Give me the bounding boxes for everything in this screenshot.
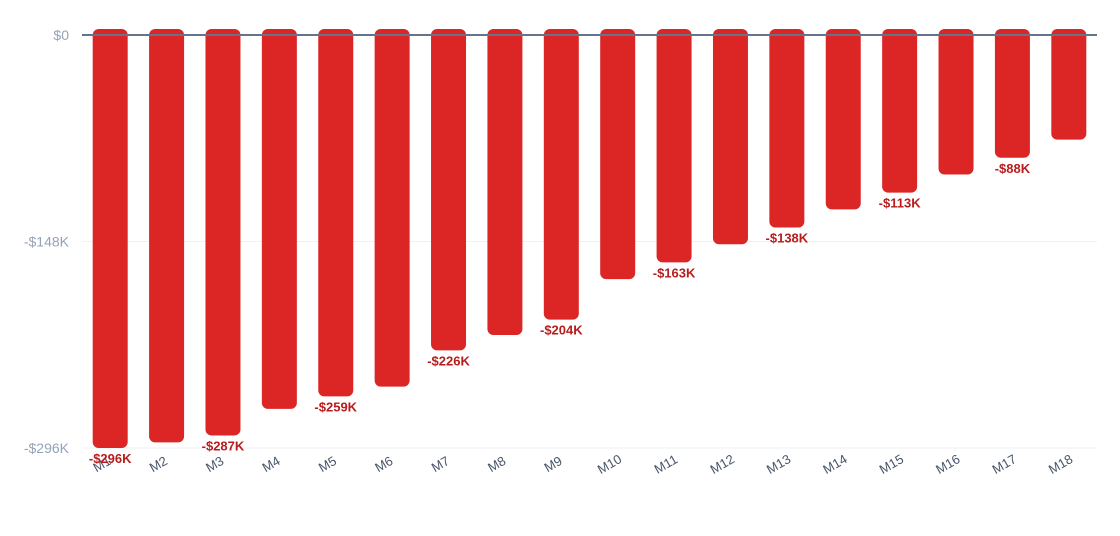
- x-tick-label: M18: [1046, 451, 1075, 477]
- bar-m3: [205, 29, 241, 436]
- x-tick-label: M6: [372, 453, 395, 475]
- data-label: -$259K: [314, 399, 357, 414]
- bar-m5: [318, 29, 354, 397]
- x-tick-label: M4: [260, 453, 283, 475]
- data-labels: -$296K -$287K -$259K -$226K -$204K -$163K -$13…: [89, 161, 1031, 466]
- data-label: -$204K: [540, 323, 583, 338]
- bar-m15: [882, 29, 918, 193]
- bar-m17: [994, 29, 1030, 158]
- data-label: -$226K: [427, 353, 470, 368]
- x-tick-label: M5: [316, 453, 339, 475]
- bar-m11: [656, 29, 692, 263]
- bar-m18: [1051, 29, 1087, 140]
- x-tick-label: M9: [541, 453, 564, 475]
- y-tick-label: -$148K: [24, 234, 70, 250]
- bar-m9: [543, 29, 579, 320]
- bar-m1: [92, 29, 128, 448]
- data-label: -$113K: [879, 196, 922, 211]
- bar-m7: [431, 29, 467, 351]
- data-label: -$163K: [653, 265, 696, 280]
- bar-m12: [712, 29, 748, 245]
- bar-m6: [374, 29, 410, 387]
- x-tick-label: M13: [764, 451, 793, 477]
- y-tick-label: -$296K: [24, 440, 70, 456]
- bar-m8: [487, 29, 523, 335]
- bars: [92, 29, 1087, 448]
- bar-m2: [149, 29, 185, 443]
- x-tick-label: M7: [429, 453, 452, 475]
- bar-m14: [825, 29, 861, 210]
- bar-m4: [261, 29, 297, 409]
- x-tick-label: M8: [485, 453, 508, 475]
- x-tick-label: M11: [652, 452, 681, 477]
- data-label: -$296K: [89, 451, 132, 466]
- data-label: -$138K: [766, 231, 809, 246]
- bar-m13: [769, 29, 805, 228]
- bar-m10: [600, 29, 636, 280]
- data-label: -$88K: [995, 161, 1031, 176]
- x-tick-label: M14: [820, 451, 849, 477]
- bar-m16: [938, 29, 974, 175]
- x-tick-label: M17: [989, 451, 1018, 477]
- data-label: -$287K: [202, 438, 245, 453]
- x-tick-label: M15: [877, 451, 906, 477]
- x-tick-label: M10: [595, 451, 624, 477]
- x-tick-label: M2: [147, 453, 170, 475]
- y-tick-label: $0: [53, 27, 69, 43]
- x-tick-label: M3: [203, 453, 226, 475]
- x-tick-label: M12: [708, 451, 737, 477]
- x-tick-label: M16: [933, 451, 962, 477]
- gridlines: [82, 241, 1097, 449]
